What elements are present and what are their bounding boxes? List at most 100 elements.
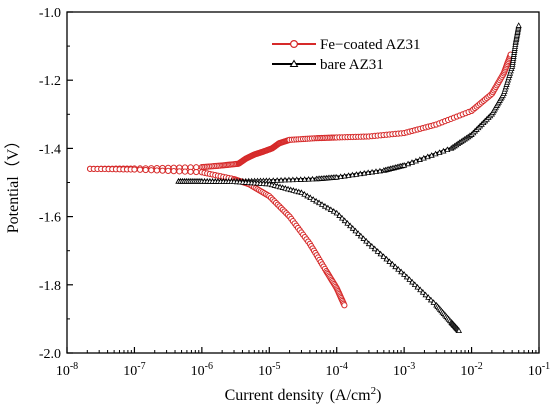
series-1-point bbox=[339, 214, 346, 221]
y-tick-label: -1.2 bbox=[39, 74, 61, 89]
series-1-point bbox=[414, 283, 421, 290]
series-1-point bbox=[345, 172, 352, 178]
x-tick-label: 10-8 bbox=[56, 361, 78, 379]
legend-label-bare: bare AZ31 bbox=[320, 57, 384, 73]
series-0-point bbox=[181, 168, 189, 175]
series-1-point bbox=[352, 227, 359, 234]
series-1-point bbox=[430, 299, 437, 305]
series-1-point bbox=[422, 291, 429, 298]
y-tick-label: -1.4 bbox=[39, 142, 61, 157]
series-1-point bbox=[301, 190, 308, 197]
series-1-point bbox=[310, 196, 317, 202]
y-axis-title: Potential（V） bbox=[4, 133, 22, 233]
series-0-point bbox=[187, 168, 194, 175]
series-1-point bbox=[406, 276, 413, 282]
series-0-point bbox=[148, 167, 155, 174]
series-0-point bbox=[193, 168, 200, 176]
series-1-point bbox=[333, 173, 340, 180]
series-0-point bbox=[159, 167, 166, 174]
series-1-point bbox=[515, 22, 522, 28]
x-axis-title: Current density (A/cm2) bbox=[225, 385, 382, 404]
series-1-point bbox=[307, 194, 314, 201]
series-markers bbox=[86, 22, 522, 334]
series-1-point bbox=[349, 225, 356, 231]
series-1-point bbox=[401, 271, 408, 277]
x-axis-ticks: 10-8 10-7 10-6 10-5 10-4 10-3 10-2 10-1 bbox=[56, 347, 550, 379]
series-0-point bbox=[131, 166, 138, 173]
series-1-point bbox=[301, 176, 308, 182]
x-tick-label: 10-5 bbox=[258, 361, 280, 379]
series-1-point bbox=[298, 189, 305, 195]
series-1-point bbox=[411, 281, 418, 288]
series-1-point bbox=[368, 243, 375, 249]
series-1-point bbox=[318, 201, 326, 207]
series-1-point bbox=[395, 266, 402, 272]
series-1-point bbox=[372, 168, 380, 174]
legend-marker-bare bbox=[289, 59, 299, 67]
series-1-point bbox=[289, 176, 296, 183]
series-1-point bbox=[403, 273, 410, 280]
series-1-point bbox=[305, 175, 312, 182]
series-1-point bbox=[355, 230, 362, 236]
x-tick-label: 10-1 bbox=[528, 361, 550, 379]
x-tick-label: 10-4 bbox=[326, 361, 348, 379]
series-1-point bbox=[365, 240, 372, 247]
legend: Fe−coated AZ31 bare AZ31 bbox=[272, 37, 421, 73]
y-tick-label: -1.0 bbox=[39, 6, 61, 21]
series-1-point bbox=[293, 176, 300, 183]
y-axis-ticks: -1.0 -1.2 -1.4 -1.6 -1.8 -2.0 bbox=[39, 6, 73, 362]
series-1-point bbox=[270, 177, 277, 183]
series-1-point bbox=[341, 217, 348, 224]
series-1-point bbox=[313, 197, 320, 204]
series-0-point bbox=[153, 167, 161, 174]
series-1-point bbox=[409, 278, 416, 285]
series-1-point bbox=[361, 169, 368, 176]
series-1-point bbox=[341, 172, 348, 179]
series-1-point bbox=[353, 171, 360, 177]
series-1-point bbox=[419, 289, 426, 295]
series-1-point bbox=[398, 268, 405, 275]
series-1-point bbox=[277, 176, 285, 183]
series-1-point bbox=[380, 253, 387, 259]
series-1-point bbox=[383, 255, 390, 262]
series-1-point bbox=[274, 177, 281, 183]
series-0-point bbox=[136, 166, 144, 173]
series-0-point bbox=[176, 168, 183, 175]
series-1-point bbox=[377, 250, 384, 257]
series-1-point bbox=[386, 258, 393, 264]
series-1-point bbox=[330, 208, 337, 214]
series-1-point bbox=[344, 219, 351, 226]
x-tick-label: 10-3 bbox=[393, 361, 415, 379]
legend-label-fe-coated: Fe−coated AZ31 bbox=[320, 37, 421, 53]
series-1-point bbox=[347, 222, 354, 229]
series-0-point bbox=[341, 302, 348, 309]
series-1-point bbox=[374, 248, 381, 254]
series-0-point bbox=[165, 167, 172, 175]
series-1-point bbox=[392, 263, 399, 270]
y-tick-label: -2.0 bbox=[39, 347, 61, 362]
series-1-point bbox=[285, 176, 292, 183]
series-1-point bbox=[455, 327, 463, 334]
series-1-point bbox=[309, 175, 316, 182]
series-1-point bbox=[333, 209, 340, 216]
x-tick-label: 10-7 bbox=[123, 361, 145, 379]
series-1-point bbox=[427, 296, 435, 303]
series-1-point bbox=[417, 286, 424, 293]
series-1-point bbox=[304, 192, 311, 199]
series-0-point bbox=[170, 168, 177, 175]
series-1-point bbox=[357, 232, 364, 239]
series-1-point bbox=[321, 202, 329, 209]
y-tick-label: -1.8 bbox=[39, 279, 61, 294]
x-tick-label: 10-2 bbox=[460, 361, 482, 379]
series-1-point bbox=[365, 169, 372, 176]
series-1-point bbox=[389, 260, 396, 267]
series-1-point bbox=[360, 235, 367, 241]
legend-marker-fe-coated bbox=[290, 39, 299, 48]
x-tick-label: 10-6 bbox=[191, 361, 213, 379]
series-0-point bbox=[142, 166, 149, 174]
series-1-point bbox=[357, 170, 364, 177]
y-tick-label: -1.6 bbox=[39, 211, 61, 226]
series-1-point bbox=[368, 168, 376, 175]
series-1-point bbox=[371, 245, 378, 252]
